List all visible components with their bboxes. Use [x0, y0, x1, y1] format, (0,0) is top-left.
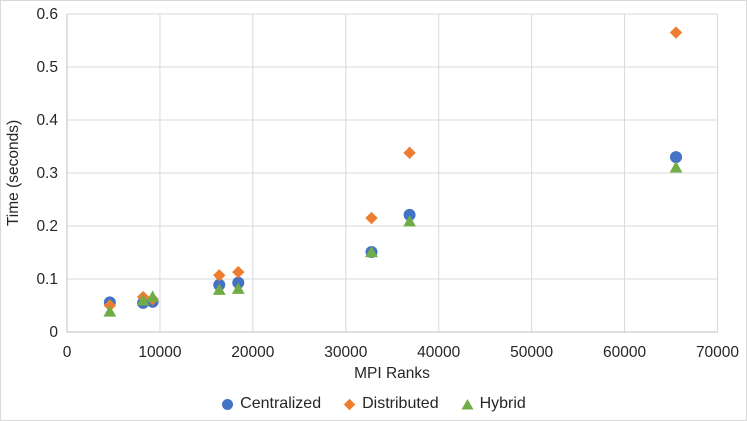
data-point-diamond	[213, 269, 226, 282]
y-tick-label: 0.1	[36, 271, 58, 288]
data-point-triangle	[212, 283, 226, 295]
data-point-triangle	[146, 290, 160, 302]
circle-glyph	[222, 398, 234, 410]
triangle-shape	[461, 398, 474, 409]
data-point-triangle	[403, 215, 416, 227]
x-tick-label: 10000	[138, 344, 181, 361]
data-point-diamond	[669, 26, 683, 39]
diamond-glyph	[343, 398, 356, 410]
circle-shape	[222, 398, 234, 410]
y-tick-label: 0.6	[36, 6, 58, 23]
data-point-diamond	[232, 265, 245, 279]
legend-label: Hybrid	[479, 395, 526, 412]
legend-item-centralized: Centralized	[221, 395, 321, 413]
data-point-triangle	[669, 161, 683, 173]
legend-item-distributed: Distributed	[343, 395, 439, 413]
y-tick-label: 0.3	[36, 165, 58, 182]
y-tick-label: 0.4	[36, 112, 58, 129]
y-tick-label: 0.2	[36, 218, 58, 235]
legend-label: Centralized	[240, 395, 322, 412]
x-tick-label: 0	[63, 344, 72, 361]
data-point-triangle	[103, 305, 117, 317]
y-tick-label: 0.5	[36, 59, 58, 76]
x-tick-label: 40000	[417, 344, 460, 361]
x-tick-label: 30000	[324, 344, 367, 361]
chart-legend: Centralized Distributed Hybrid	[0, 395, 747, 413]
legend-item-hybrid: Hybrid	[461, 395, 526, 413]
x-tick-label: 60000	[603, 344, 646, 361]
data-point-triangle	[365, 245, 378, 258]
y-tick-label: 0	[49, 324, 58, 341]
diamond-shape	[343, 398, 356, 410]
diamond-marker-icon	[343, 398, 356, 411]
data-point-triangle	[136, 294, 150, 306]
triangle-glyph	[461, 398, 474, 409]
y-axis-title: Time (seconds)	[5, 119, 22, 227]
data-point-diamond	[365, 211, 378, 225]
data-point-diamond	[403, 146, 416, 160]
x-tick-label: 70000	[696, 344, 739, 361]
legend-label: Distributed	[362, 395, 439, 412]
data-point-circle	[403, 208, 416, 221]
triangle-marker-icon	[461, 398, 474, 411]
data-point-circle	[670, 151, 683, 164]
x-tick-label: 50000	[510, 344, 553, 361]
data-point-triangle	[231, 282, 245, 294]
x-tick-label: 20000	[231, 344, 274, 361]
circle-marker-icon	[221, 398, 234, 411]
x-axis-title: MPI Ranks	[354, 365, 430, 382]
